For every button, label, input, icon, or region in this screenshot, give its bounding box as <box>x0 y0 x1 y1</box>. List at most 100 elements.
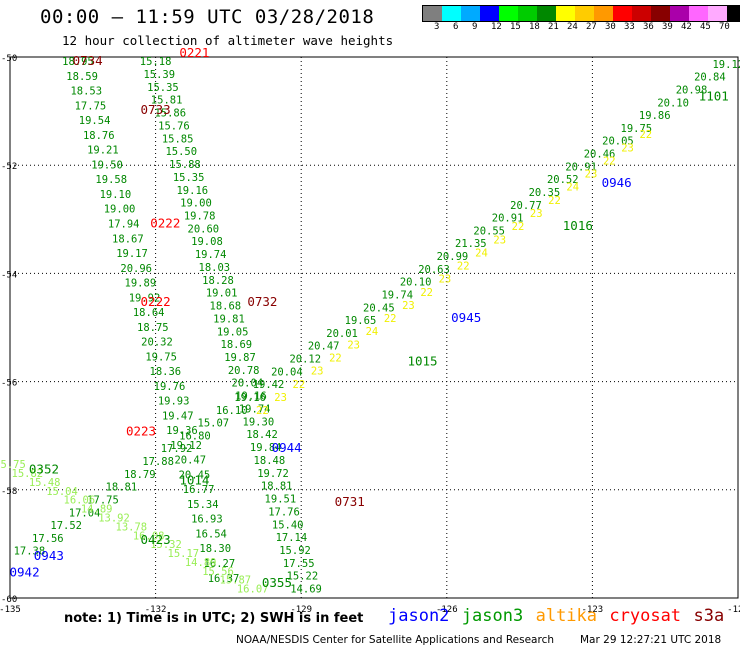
color-swatch <box>613 6 632 21</box>
color-swatch <box>689 6 708 21</box>
wave-height-value: 16.08 <box>133 530 165 542</box>
wave-height-value: 24 <box>366 326 379 338</box>
wave-height-value: 22 <box>639 129 652 141</box>
wave-height-value: 23 <box>274 392 287 404</box>
wave-height-value: 17.94 <box>108 218 140 230</box>
color-swatch <box>594 6 613 21</box>
x-tick-label: -135 <box>0 605 21 615</box>
color-swatch <box>670 6 689 21</box>
wave-height-value: 20.01 <box>326 328 358 340</box>
pass-time-label: 0222 <box>141 294 171 309</box>
wave-height-value: 20.12 <box>289 354 321 366</box>
wave-height-value: 19.00 <box>104 204 136 216</box>
wave-height-value: 15.39 <box>143 69 175 81</box>
wave-height-value: 19.16 <box>235 391 267 403</box>
wave-height-value: 15.75 <box>0 459 26 471</box>
pass-time-label: 0943 <box>34 548 64 563</box>
color-swatch <box>480 6 499 21</box>
pass-time-label: 0942 <box>10 564 40 579</box>
wave-height-value: 19.87 <box>224 352 256 364</box>
wave-height-value: 21.35 <box>455 238 487 250</box>
wave-height-value: 16.93 <box>191 514 223 526</box>
wave-height-value: 20.77 <box>510 200 542 212</box>
pass-time-label: 0732 <box>247 294 277 309</box>
wave-height-value: 19.36 <box>166 425 198 437</box>
wave-height-value: 19.92 <box>129 292 161 304</box>
wave-height-value: 15.35 <box>173 172 205 184</box>
wave-height-value: 15.40 <box>272 519 304 531</box>
pass-time-label: 1016 <box>563 218 593 233</box>
wave-height-value: 15.82 <box>12 468 44 480</box>
wave-height-value: 15.81 <box>151 95 183 107</box>
wave-height-value: 17.75 <box>87 494 119 506</box>
wave-height-value: 19.74 <box>195 249 227 261</box>
y-tick-label: -56 <box>1 379 17 389</box>
map-frame <box>9 56 739 599</box>
pass-time-label: 1014 <box>179 472 209 487</box>
satellite-legend-item: jason3 <box>461 606 524 626</box>
x-tick-label: -120 <box>727 605 740 615</box>
wave-height-value: 19.21 <box>87 145 119 157</box>
wave-height-value: 16.77 <box>183 484 215 496</box>
color-scale-label: 3 <box>434 22 440 32</box>
wave-height-value: 16.54 <box>195 528 227 540</box>
wave-height-value: 15.04 <box>46 486 78 498</box>
wave-height-value: 20.47 <box>174 455 206 467</box>
wave-height-value: 20.98 <box>676 84 708 96</box>
wave-height-value: 19.65 <box>345 315 377 327</box>
wave-height-value: 20.91 <box>492 213 524 225</box>
wave-height-value: 16.80 <box>179 430 211 442</box>
wave-height-value: 16.37 <box>208 573 240 585</box>
generated-time: Mar 29 12:27:21 UTC 2018 <box>580 634 722 646</box>
wave-height-value: 20.52 <box>547 174 579 186</box>
color-scale-label: 45 <box>700 22 711 32</box>
color-swatch <box>727 6 740 21</box>
wave-height-value: 20.55 <box>473 225 505 237</box>
wave-height-value: 15.85 <box>162 133 194 145</box>
wave-height-value: 20.10 <box>657 97 689 109</box>
color-swatch <box>708 6 727 21</box>
satellite-legend-item: altika <box>535 606 598 626</box>
wave-height-value: 15.88 <box>169 159 201 171</box>
wave-height-value: 19.47 <box>162 410 194 422</box>
wave-height-value: 15.18 <box>140 56 172 68</box>
wave-height-value: 13.92 <box>98 512 130 524</box>
color-swatch <box>537 6 556 21</box>
satellite-legend-item: cryosat <box>609 606 682 626</box>
wave-height-value: 18.48 <box>254 455 286 467</box>
wave-height-value: 19.10 <box>100 189 132 201</box>
wave-height-value: 19.78 <box>184 210 216 222</box>
wave-height-value: 17.38 <box>14 546 46 558</box>
wave-height-value: 19.93 <box>158 396 190 408</box>
wave-height-value: 19.74 <box>239 403 271 415</box>
color-scale-label: 36 <box>643 22 654 32</box>
wave-height-value: 16.27 <box>204 558 236 570</box>
wave-height-value: 19.51 <box>265 494 297 506</box>
color-swatch <box>461 6 480 21</box>
wave-height-value: 19.16 <box>234 392 266 404</box>
wave-height-value: 16.06 <box>64 495 96 507</box>
wave-height-value: 18.75 <box>137 322 169 334</box>
wave-height-value: 17.14 <box>276 532 308 544</box>
wave-height-value: 18.95 <box>62 56 94 68</box>
wave-height-value: 17.88 <box>142 456 174 468</box>
color-scale-label: 30 <box>605 22 616 32</box>
wave-height-value: 18.67 <box>112 233 144 245</box>
pass-time-label: 0945 <box>451 310 481 325</box>
wave-height-value: 15.56 <box>202 566 234 578</box>
y-tick-label: -58 <box>1 487 17 497</box>
color-scale-label: 39 <box>662 22 673 32</box>
wave-height-value: 18.69 <box>221 339 253 351</box>
satellite-legend-item: s3a <box>693 606 725 626</box>
color-swatch <box>499 6 518 21</box>
color-scale-label: 70 <box>719 22 730 32</box>
wave-height-value: 15.22 <box>287 571 319 583</box>
wave-height-value: 23 <box>621 142 634 154</box>
wave-height-value: 18.64 <box>133 307 165 319</box>
wave-height-value: 15.34 <box>187 499 219 511</box>
wave-height-value: 20.96 <box>120 263 152 275</box>
wave-height-value: 15.86 <box>154 108 186 120</box>
wave-height-value: 19.72 <box>257 468 289 480</box>
wave-height-value: 20.32 <box>141 337 173 349</box>
